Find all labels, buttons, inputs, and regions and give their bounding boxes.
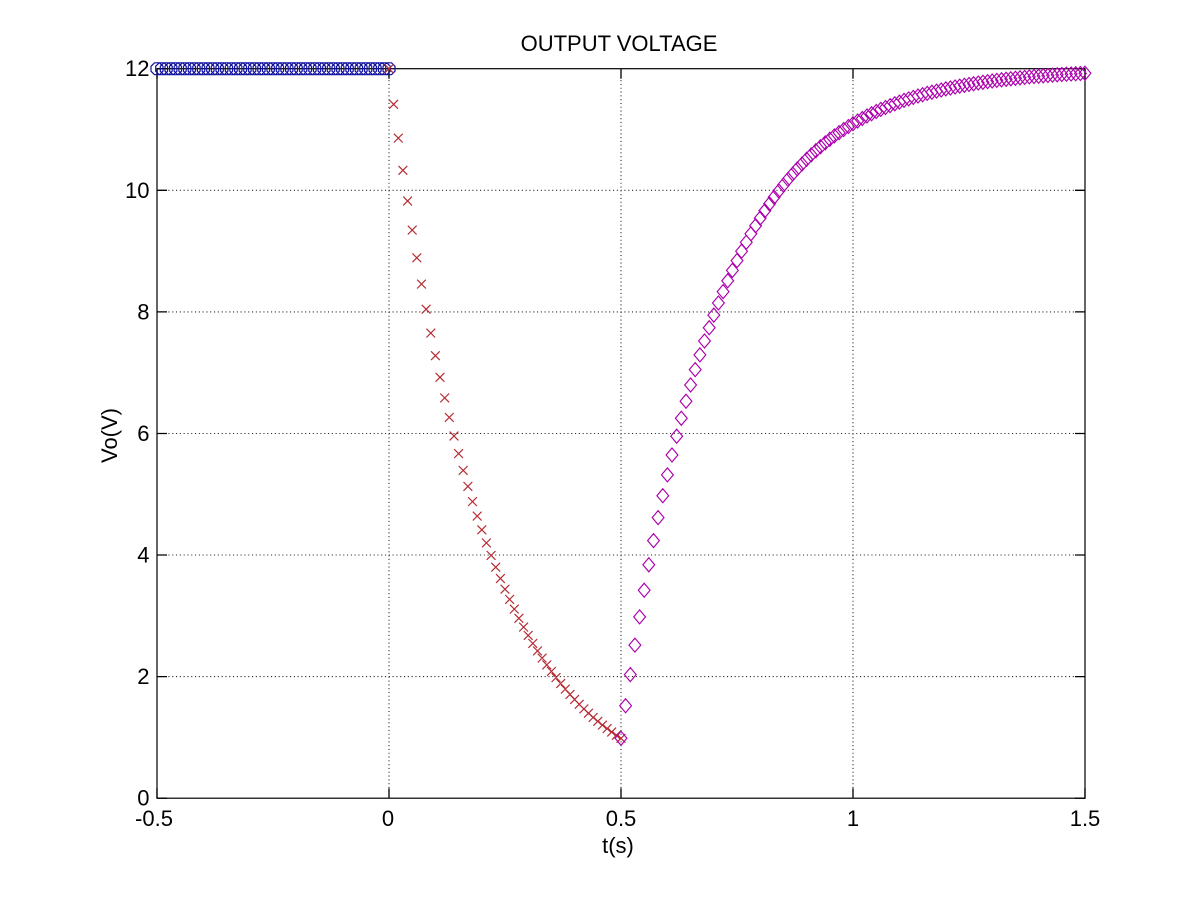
svg-text:-0.5: -0.5 — [135, 806, 173, 831]
svg-text:0: 0 — [137, 786, 149, 811]
svg-text:12: 12 — [125, 56, 149, 81]
svg-text:OUTPUT VOLTAGE: OUTPUT VOLTAGE — [521, 31, 718, 56]
svg-text:10: 10 — [125, 178, 149, 203]
svg-text:t(s): t(s) — [602, 833, 634, 858]
svg-text:1.5: 1.5 — [1070, 806, 1101, 831]
svg-text:1: 1 — [847, 806, 859, 831]
svg-text:6: 6 — [137, 421, 149, 446]
svg-text:4: 4 — [137, 543, 149, 568]
svg-text:Vo(V): Vo(V) — [97, 408, 122, 463]
svg-text:0.5: 0.5 — [606, 806, 637, 831]
svg-text:8: 8 — [137, 299, 149, 324]
svg-text:2: 2 — [137, 664, 149, 689]
svg-text:0: 0 — [382, 806, 394, 831]
